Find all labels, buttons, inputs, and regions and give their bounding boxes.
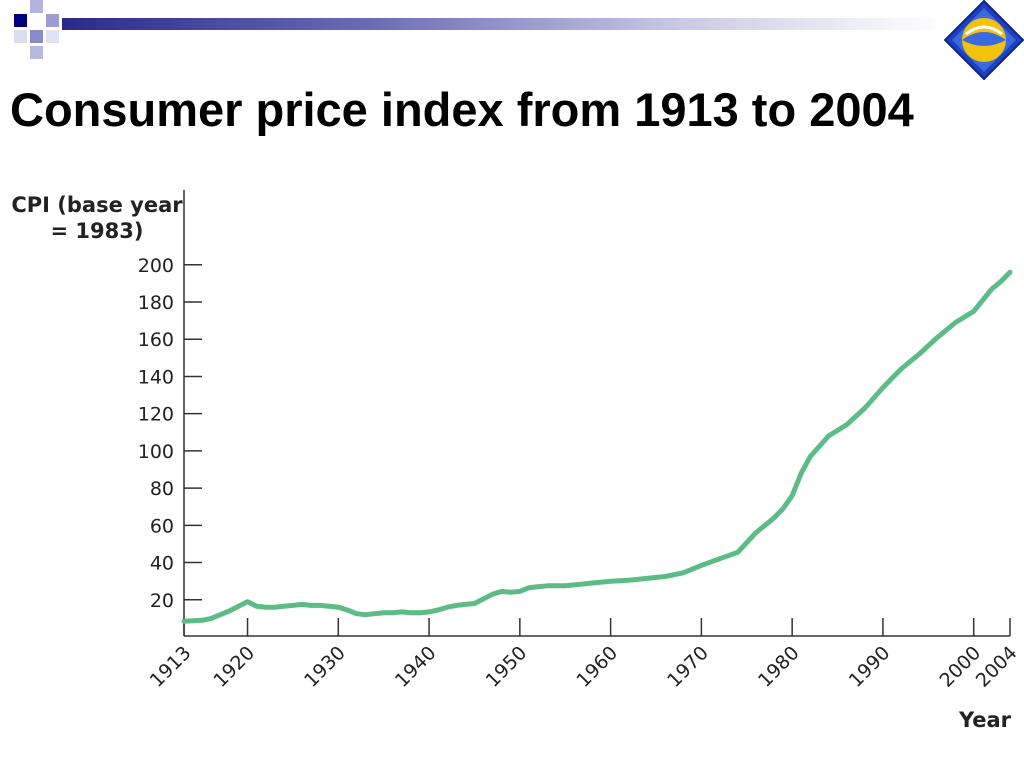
- x-tick-label-2004: 2004: [972, 642, 1022, 692]
- y-axis-title-line-2: = 1983): [51, 219, 144, 243]
- y-tick-label-80: 80: [150, 478, 174, 500]
- slide-header: [0, 0, 1024, 81]
- y-tick-label-100: 100: [138, 441, 174, 463]
- axis-titles: CPI (base year= 1983) Year: [11, 193, 1011, 732]
- x-tick-label-1920: 1920: [209, 642, 259, 692]
- y-tick-label-180: 180: [138, 292, 174, 314]
- header-gradient-bar: [62, 18, 942, 30]
- x-tick-label-1913: 1913: [146, 642, 196, 692]
- x-tick-label-1960: 1960: [572, 642, 622, 692]
- series-layer: [181, 269, 1013, 624]
- y-tick-label-40: 40: [150, 553, 174, 575]
- slide-title: Consumer price index from 1913 to 2004: [10, 83, 914, 136]
- y-tick-label-200: 200: [138, 255, 174, 277]
- x-tick-label-1950: 1950: [482, 642, 532, 692]
- y-tick-label-160: 160: [138, 329, 174, 351]
- logo-icon: [943, 0, 1024, 81]
- x-tick-label-2000: 2000: [935, 642, 985, 692]
- y-tick-label-20: 20: [150, 590, 174, 612]
- axes: [183, 190, 1010, 637]
- y-tick-label-140: 140: [138, 366, 174, 388]
- y-axis-title-line-1: CPI (base year: [11, 193, 183, 217]
- x-tick-label-1930: 1930: [300, 642, 350, 692]
- y-tick-label-120: 120: [138, 404, 174, 426]
- x-axis-title: Year: [958, 708, 1012, 732]
- x-tick-label-1980: 1980: [754, 642, 804, 692]
- tick-marks: [183, 264, 1011, 636]
- x-tick-label-1970: 1970: [663, 642, 713, 692]
- y-tick-label-60: 60: [150, 515, 174, 537]
- x-tick-label-1990: 1990: [845, 642, 895, 692]
- series-line-0: [181, 269, 1013, 624]
- tick-labels: 20 40 60 80 100 120 140 160 180 200 1913 1920 1930 19…: [138, 255, 1022, 692]
- cpi-line-chart: 20 40 60 80 100 120 140 160 180 200 1913 1920 1930 19…: [11, 190, 1022, 732]
- x-tick-label-1940: 1940: [391, 642, 441, 692]
